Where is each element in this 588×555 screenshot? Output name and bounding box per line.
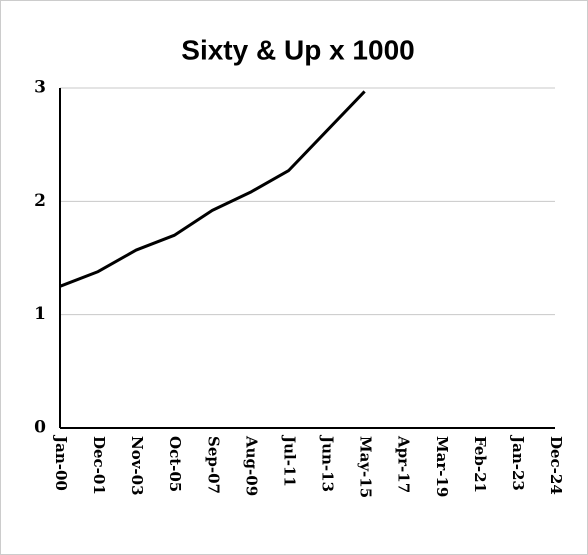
- x-tick-label: Dec-24: [547, 436, 565, 495]
- data-line: [59, 90, 366, 288]
- x-tick-label: Oct-05: [166, 436, 184, 492]
- x-tick-label: Apr-17: [395, 435, 413, 493]
- chart-title: Sixty & Up x 1000: [181, 34, 414, 65]
- x-tick-label: Feb-21: [471, 436, 489, 493]
- y-tick-label: 1: [34, 304, 46, 324]
- x-tick-label: Aug-09: [242, 435, 260, 496]
- x-tick-label: Mar-19: [433, 436, 451, 497]
- x-tick-label: Nov-03: [128, 436, 146, 496]
- x-tick-label: Sep-07: [204, 436, 222, 494]
- y-tick-label: 0: [34, 418, 46, 438]
- y-tick-label: 2: [34, 191, 46, 211]
- x-tick-label: May-15: [357, 436, 375, 498]
- x-tick-label: Jun-13: [319, 434, 337, 492]
- x-tick-label: Jul-11: [280, 434, 298, 487]
- x-tick-label: Jan-00: [52, 434, 70, 491]
- x-tick-label: Jan-23: [509, 434, 527, 491]
- y-tick-label: 3: [34, 78, 46, 98]
- x-tick-label: Dec-01: [90, 436, 108, 495]
